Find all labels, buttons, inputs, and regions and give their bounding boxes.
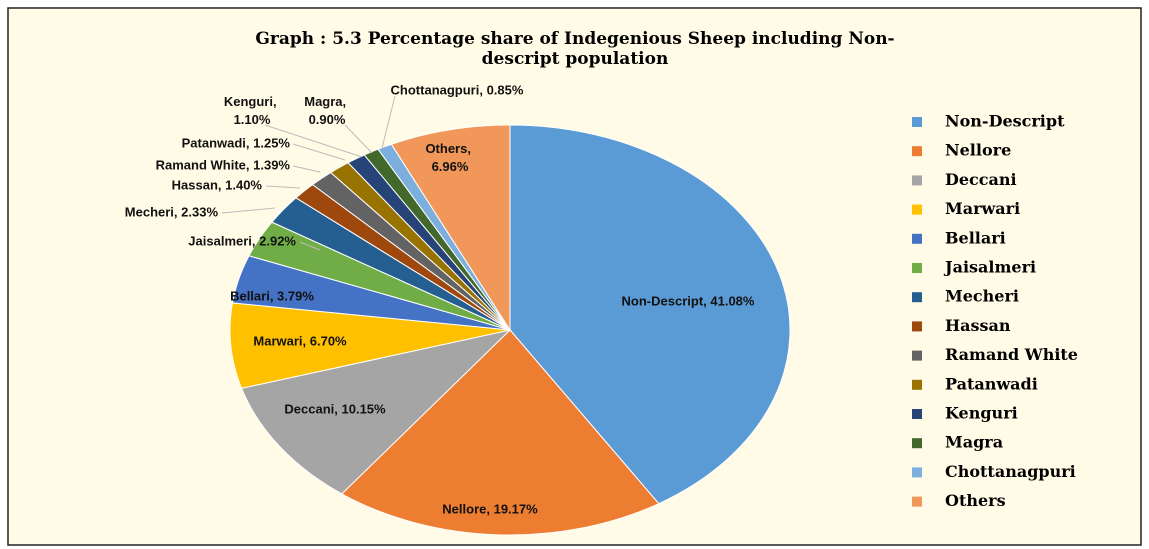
- legend-label: Nellore: [945, 141, 1011, 160]
- leader-line: [221, 207, 276, 214]
- data-label: Deccani, 10.15%: [284, 401, 386, 416]
- leader-line: [265, 185, 301, 189]
- pie-slice: [390, 124, 511, 332]
- legend-swatch: [912, 292, 922, 303]
- legend-swatch: [912, 350, 922, 361]
- legend-swatch: [912, 496, 922, 507]
- leader-line: [292, 143, 346, 161]
- leader-line: [299, 241, 321, 251]
- chart-title: Graph : 5.3 Percentage share of Indegeni…: [255, 29, 894, 69]
- legend-swatch: [912, 379, 922, 390]
- legend-swatch: [912, 175, 922, 186]
- legend-swatch: [912, 409, 922, 419]
- leader-line: [264, 124, 363, 158]
- legend-swatch: [912, 467, 922, 478]
- leader-line: [292, 165, 321, 173]
- legend-swatch: [912, 263, 922, 273]
- data-label: Kenguri, 1.10%: [224, 94, 280, 127]
- legend-label: Kenguri: [945, 404, 1018, 423]
- legend-label: Marwari: [945, 199, 1020, 218]
- legend-label: Others: [945, 491, 1006, 510]
- leader-line: [381, 95, 396, 149]
- data-label: Others, 6.96%: [425, 141, 474, 174]
- data-label: Magra, 0.90%: [304, 94, 350, 127]
- leader-line: [344, 124, 373, 154]
- legend-swatch: [912, 146, 922, 157]
- legend-swatch: [912, 204, 922, 215]
- data-label: Marwari, 6.70%: [253, 333, 347, 348]
- legend-label: Deccani: [945, 170, 1017, 189]
- pie-slice: [229, 302, 511, 389]
- data-label: Bellari, 3.79%: [230, 288, 314, 303]
- legend-label: Patanwadi: [945, 374, 1038, 393]
- data-label: Hassan, 1.40%: [172, 177, 263, 192]
- data-label: Jaisalmeri, 2.92%: [188, 233, 296, 248]
- legend-label: Non-Descript: [945, 112, 1065, 131]
- legend-swatch: [912, 438, 922, 449]
- data-label: Patanwadi, 1.25%: [182, 135, 291, 150]
- data-label: Nellore, 19.17%: [442, 501, 538, 516]
- legend-label: Bellari: [945, 228, 1006, 247]
- legend-swatch: [912, 233, 922, 244]
- data-label: Chottanagpuri, 0.85%: [391, 82, 524, 97]
- pie-slice: [240, 329, 512, 495]
- pie-slice: [509, 124, 791, 505]
- legend-label: Hassan: [945, 316, 1011, 335]
- data-label: Mecheri, 2.33%: [125, 204, 219, 219]
- legend-label: Jaisalmeri: [943, 258, 1036, 277]
- legend-swatch: [912, 117, 922, 127]
- legend-label: Chottanagpuri: [945, 462, 1076, 481]
- legend-label: Ramand White: [945, 345, 1078, 364]
- legend-label: Magra: [945, 433, 1003, 452]
- legend-swatch: [912, 321, 922, 332]
- legend-label: Mecheri: [945, 287, 1019, 306]
- data-label: Non-Descript, 41.08%: [622, 293, 755, 308]
- data-label: Ramand White, 1.39%: [156, 157, 291, 172]
- pie-slice: [340, 329, 660, 536]
